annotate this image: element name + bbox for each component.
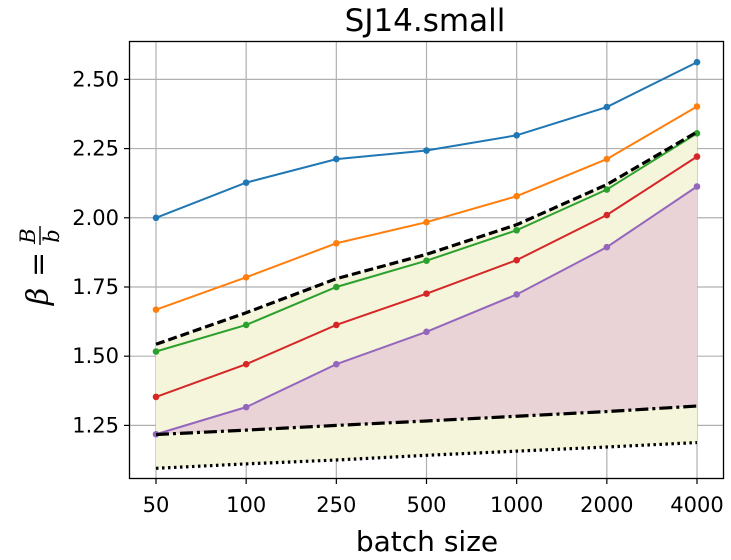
point-green-4000 (693, 130, 701, 137)
point-orange-50 (152, 306, 160, 313)
point-orange-100 (242, 274, 250, 281)
y-label-denominator: b (40, 229, 64, 242)
series-line-black-dashdot (155, 404, 698, 437)
point-red-2000 (603, 211, 611, 219)
point-purple-100 (242, 403, 250, 411)
point-green-1000 (513, 226, 520, 234)
x-tick-label-1000: 1000 (490, 493, 543, 517)
point-red-1000 (513, 256, 520, 264)
point-blue-4000 (693, 58, 701, 66)
axis-ticks: 50 100 250 500 1000 2000 4000 1.25 1.50 1.75 2.00 2… (72, 67, 723, 517)
chart-title: SJ14.small (345, 3, 506, 39)
point-red-250 (333, 321, 340, 329)
point-orange-1000 (513, 192, 520, 200)
y-tick-label-2.00: 2.00 (72, 206, 119, 230)
point-green-50 (152, 348, 160, 355)
point-green-250 (333, 283, 340, 291)
point-green-2000 (603, 186, 611, 193)
series-line-black-dotted (155, 440, 698, 470)
x-tick-label-100: 100 (226, 493, 266, 517)
point-orange-4000 (693, 103, 701, 110)
point-blue-2000 (603, 103, 611, 111)
shaded-regions (156, 131, 697, 469)
point-orange-2000 (603, 155, 611, 163)
point-orange-500 (423, 218, 430, 226)
y-tick-label-1.25: 1.25 (72, 413, 119, 437)
x-tick-label-500: 500 (406, 493, 446, 517)
y-tick-label-1.75: 1.75 (72, 275, 119, 299)
point-blue-50 (152, 214, 160, 222)
point-red-500 (423, 290, 430, 297)
point-red-100 (242, 360, 250, 368)
x-tick-label-2000: 2000 (580, 493, 633, 517)
point-blue-500 (423, 147, 430, 154)
point-blue-1000 (513, 131, 520, 139)
point-purple-2000 (603, 243, 611, 251)
point-red-50 (152, 393, 160, 401)
y-label-numerator: B (16, 228, 40, 244)
point-purple-4000 (693, 183, 701, 190)
point-orange-250 (333, 239, 340, 247)
x-tick-label-250: 250 (316, 493, 356, 517)
point-red-4000 (693, 153, 701, 160)
series-lines (152, 58, 701, 470)
x-tick-label-4000: 4000 (670, 493, 723, 517)
point-purple-500 (423, 328, 430, 336)
point-green-100 (242, 321, 250, 329)
y-label-beta: β (21, 288, 56, 306)
point-green-500 (423, 257, 430, 264)
point-blue-250 (333, 155, 340, 163)
region-pink-band (156, 186, 697, 435)
y-tick-label-2.25: 2.25 (72, 137, 119, 161)
y-label-equals: = (21, 252, 56, 277)
point-purple-250 (333, 360, 340, 368)
x-tick-label-50: 50 (143, 493, 170, 517)
y-tick-label-2.50: 2.50 (72, 67, 119, 91)
series-line-black-dashed (155, 130, 698, 346)
point-purple-1000 (513, 291, 520, 298)
x-axis-label: batch size (356, 525, 498, 558)
y-tick-label-1.50: 1.50 (72, 344, 119, 368)
y-axis-label: β = B b (16, 226, 64, 306)
point-blue-100 (242, 179, 250, 186)
